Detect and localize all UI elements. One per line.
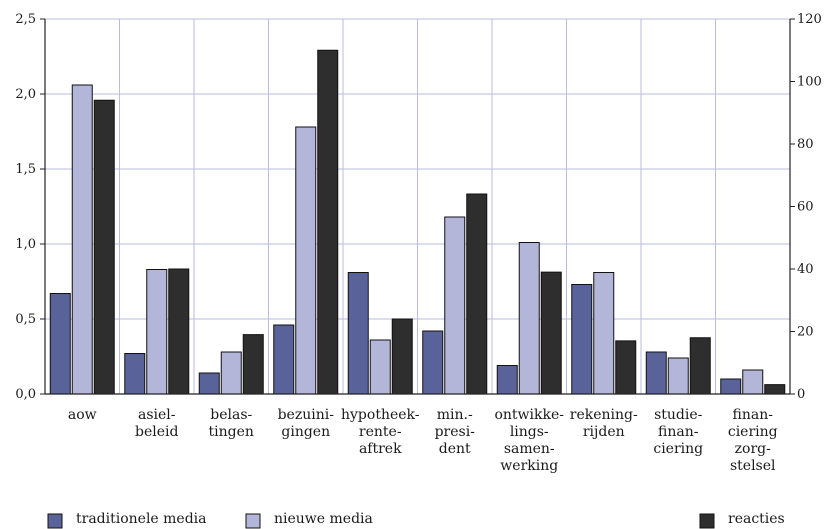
bar-traditionele-media <box>124 353 146 395</box>
bar-reacties <box>93 99 115 395</box>
right-tick-label: 120 <box>797 12 822 27</box>
left-tick-label: 0,0 <box>15 387 36 402</box>
bar-traditionele-media <box>422 330 444 395</box>
bar-reacties <box>764 384 786 395</box>
bar-reacties <box>615 340 637 395</box>
left-tick-label: 1,0 <box>15 237 36 252</box>
category-label: finan-ciering zorg-stelsel <box>728 407 778 474</box>
bar-nieuwe-media <box>593 272 615 395</box>
bar-traditionele-media <box>720 378 742 395</box>
bar-reacties <box>540 271 562 395</box>
bar-reacties <box>689 337 711 395</box>
bar-nieuwe-media <box>444 216 466 395</box>
right-tick-label: 80 <box>797 137 814 152</box>
bar-nieuwe-media <box>667 357 689 395</box>
left-tick-label: 2,0 <box>15 87 36 102</box>
category-label: min.-presi-dent <box>435 407 476 457</box>
legend-label: reacties <box>728 511 785 527</box>
gridlines <box>45 18 790 395</box>
bars <box>49 49 786 395</box>
bar-nieuwe-media <box>71 84 93 395</box>
category-label: aow <box>68 407 97 423</box>
legend-swatch <box>245 513 261 529</box>
legend-label: nieuwe media <box>274 511 373 527</box>
right-tick-label: 40 <box>797 262 814 277</box>
bar-traditionele-media <box>645 351 667 395</box>
legend-swatch <box>699 513 715 529</box>
bar-traditionele-media <box>198 372 220 395</box>
bar-reacties <box>168 268 190 395</box>
left-axis-ticks: 0,0 0,5 1,0 1,5 2,0 2,5 <box>15 12 45 402</box>
category-label: ontwikke-lings-samen-werking <box>494 407 564 474</box>
category-label: studie-finan-ciering <box>653 407 703 457</box>
legend-label: traditionele media <box>76 511 207 527</box>
right-tick-label: 100 <box>797 75 822 90</box>
bar-nieuwe-media <box>295 126 317 395</box>
legend: traditionele media nieuwe media reacties <box>47 511 785 529</box>
left-tick-label: 1,5 <box>15 162 36 177</box>
legend-swatch <box>47 513 63 529</box>
bar-traditionele-media <box>347 272 369 395</box>
category-label: belas-tingen <box>209 407 254 440</box>
bar-nieuwe-media <box>518 242 540 395</box>
bar-nieuwe-media <box>369 339 391 395</box>
bar-nieuwe-media <box>220 351 242 395</box>
category-label: rekening-rijden <box>570 407 638 440</box>
right-tick-label: 60 <box>797 200 814 215</box>
right-tick-label: 0 <box>797 387 805 402</box>
category-label: asiel-beleid <box>135 407 178 440</box>
right-tick-label: 20 <box>797 325 814 340</box>
left-tick-label: 2,5 <box>15 12 36 27</box>
bar-reacties <box>391 318 413 395</box>
bar-traditionele-media <box>273 324 295 395</box>
bar-traditionele-media <box>571 284 593 395</box>
bar-reacties <box>242 334 264 395</box>
bar-traditionele-media <box>496 365 518 395</box>
bar-reacties <box>466 193 488 395</box>
left-tick-label: 0,5 <box>15 312 36 327</box>
right-axis-ticks: 0 20 40 60 80 100 120 <box>790 12 822 402</box>
bar-traditionele-media <box>49 293 71 395</box>
bar-nieuwe-media <box>742 369 764 395</box>
category-label: bezuini-gingen <box>278 407 335 440</box>
bar-reacties <box>317 49 339 395</box>
category-labels: aow asiel-beleid belas-tingen bezuini-ginge… <box>68 407 778 474</box>
bar-nieuwe-media <box>146 269 168 395</box>
category-label: hypotheek-rente-aftrek <box>341 407 420 457</box>
